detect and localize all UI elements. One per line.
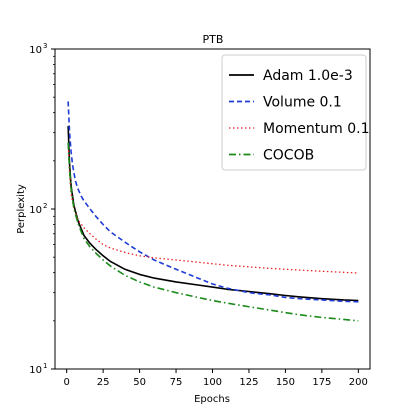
legend-label-1: Volume 0.1 — [263, 95, 342, 111]
x-tick-label: 25 — [97, 377, 110, 388]
x-tick-label: 0 — [63, 377, 69, 388]
y-tick-label: 10 — [29, 205, 42, 216]
legend-label-3: COCOB — [263, 148, 314, 164]
series-line-3 — [67, 142, 359, 322]
y-tick-label-exponent: 1 — [43, 362, 47, 370]
legend-entries: Adam 1.0e-3 Volume 0.1 Momentum 0.1 COCOB — [229, 68, 369, 164]
x-tick-label: 50 — [133, 377, 146, 388]
series-line-2 — [67, 142, 359, 274]
legend-label-0: Adam 1.0e-3 — [263, 68, 353, 84]
x-tick-label: 125 — [239, 377, 258, 388]
legend-label-2: Momentum 0.1 — [263, 121, 369, 137]
y-tick-label: 10 — [29, 45, 42, 56]
y-tick-label: 10 — [29, 365, 42, 376]
x-tick-label: 200 — [349, 377, 368, 388]
x-tick-label: 150 — [276, 377, 295, 388]
series-layer — [67, 101, 359, 322]
y-axis-label: Perplexity — [16, 184, 27, 234]
chart-title: PTB — [203, 33, 224, 46]
series-line-1 — [67, 101, 359, 303]
x-tick-label: 175 — [312, 377, 331, 388]
legend: Adam 1.0e-3 Volume 0.1 Momentum 0.1 COCOB — [221, 54, 369, 171]
x-tick-label: 75 — [170, 377, 183, 388]
x-axis-label: Epochs — [194, 394, 230, 405]
y-tick-label-exponent: 3 — [43, 42, 47, 50]
x-axis: 0 25 50 75 100 125 150 175 200 — [63, 369, 368, 388]
legend-box — [221, 54, 367, 171]
x-tick-label: 100 — [203, 377, 222, 388]
y-tick-label-exponent: 2 — [43, 202, 47, 210]
